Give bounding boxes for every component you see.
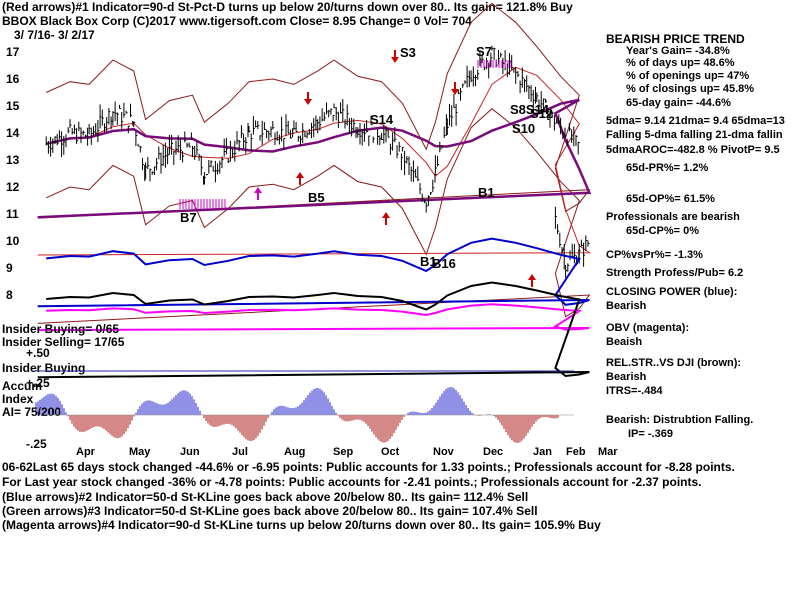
x-tick-label: Aug [284, 446, 305, 458]
signal-label: B7 [180, 210, 197, 225]
header-ticker: BBOX Black Box Corp (C)2017 www.tigersof… [2, 14, 472, 28]
footer-line-5: (Magenta arrows)#4 Indicator=90-d St-KLi… [2, 518, 601, 532]
y-tick-label: 12 [6, 180, 20, 194]
y-tick-label: 10 [6, 234, 20, 248]
y-tick-label: 9 [6, 261, 13, 275]
upper-band [37, 2, 591, 219]
insider-selling-ratio: Insider Selling= 17/65 [2, 335, 125, 349]
x-tick-label: Sep [333, 446, 353, 458]
plus-50-label: +.50 [26, 346, 50, 360]
footer-line-2: For Last year stock changed -36% or -4.7… [2, 475, 702, 489]
sidebar-cp-vs-pr: CP%vsPr%= -1.3% [606, 249, 703, 261]
sidebar-openings-up: % of openings up= 47% [626, 70, 750, 82]
moving-averages [37, 66, 592, 256]
signal-arrow-head [528, 274, 536, 280]
price-bars [45, 45, 590, 278]
x-tick-label: Apr [76, 446, 96, 458]
y-tick-label: 16 [6, 72, 20, 86]
sidebar-professionals: Professionals are bearish [606, 211, 740, 223]
sidebar-obv-label: OBV (magenta): [606, 322, 690, 334]
x-tick-label: Nov [433, 446, 455, 458]
y-axis-ticks: 17 16 15 14 13 12 11 10 9 8 [6, 45, 20, 302]
sidebar-distribution: Bearish: Distrubtion Falling. [606, 414, 754, 426]
x-tick-label: Jun [180, 446, 200, 458]
sidebar-ip: IP= -.369 [628, 428, 673, 440]
indicator-lines [37, 237, 590, 379]
sidebar-65d-cp: 65d-CP%= 0% [626, 225, 700, 237]
signal-arrow-head [391, 57, 399, 63]
sidebar-65d-pr: 65d-PR%= 1.2% [626, 162, 709, 174]
rel-strength-line [37, 281, 590, 379]
sidebar-falling: Falling 5-dma falling 21-dma fallin [606, 129, 783, 141]
header-date-range: 3/ 7/16- 3/ 2/17 [14, 28, 95, 42]
accum-label: Accum [2, 379, 42, 393]
signal-arrow-head [382, 212, 390, 218]
y-tick-label: 13 [6, 153, 20, 167]
signal-label: S12 [530, 106, 553, 121]
signal-label: B5 [308, 190, 325, 205]
signal-label: S10 [512, 121, 535, 136]
y-tick-label: 8 [6, 288, 13, 302]
sidebar-65d-op: 65d-OP%= 61.5% [626, 193, 715, 205]
minus-25-label: -.25 [26, 437, 47, 451]
sidebar-title: BEARISH PRICE TREND [606, 32, 745, 46]
sidebar-65d-gain: 65-day gain= -44.6% [626, 97, 731, 109]
lower-band [37, 108, 591, 324]
price-bands [37, 2, 591, 324]
signal-label: S7 [476, 44, 492, 59]
footer-line-1: 06-62Last 65 days stock changed -44.6% o… [2, 460, 735, 474]
accum-index-histogram [35, 387, 559, 443]
signal-label: S14 [370, 112, 394, 127]
signal-label: S8S14 [510, 102, 550, 117]
insider-buying-label: Insider Buying [2, 361, 85, 375]
x-tick-label: Oct [381, 446, 400, 458]
obv-line [37, 303, 590, 332]
signal-arrow-head [296, 172, 304, 178]
sidebar-rel-value: Bearish [606, 371, 647, 383]
sidebar-cp-label: CLOSING POWER (blue): [606, 286, 738, 298]
sidebar-strength: Strength Profess/Pub= 6.2 [606, 267, 744, 279]
x-tick-label: Mar [598, 446, 618, 458]
y-tick-label: 11 [6, 207, 19, 221]
x-tick-label: Feb [566, 446, 586, 458]
plus-25-label: +.25 [26, 376, 50, 390]
sidebar-closings-up: % of closings up= 45.8% [626, 83, 755, 95]
ai-value-label: AI= 75/200 [2, 405, 61, 419]
ma-21-line [37, 66, 591, 256]
ma-65-line [37, 98, 592, 219]
signal-label: B1 [420, 254, 437, 269]
footer-line-3: (Blue arrows)#2 Indicator=50-d St-KLine … [2, 490, 529, 504]
sidebar-obv-value: Beaish [606, 336, 643, 348]
signal-arrow-head [451, 89, 459, 95]
x-tick-label: Dec [483, 446, 503, 458]
sidebar-itrs: ITRS=-.484 [606, 385, 663, 397]
signal-label: B1 [478, 185, 495, 200]
x-tick-label: Jan [533, 446, 552, 458]
footer-line-4: (Green arrows)#3 Indicator=50-d St-KLine… [2, 504, 538, 518]
y-tick-label: 17 [6, 45, 20, 59]
sidebar-cp-value: Bearish [606, 300, 647, 312]
closing-power-line [37, 237, 590, 308]
sidebar-days-up: % of days up= 48.6% [626, 57, 735, 69]
x-tick-label: May [129, 446, 151, 458]
header-line-1: (Red arrows)#1 Indicator=90-d St-Pct-D t… [2, 0, 573, 14]
x-axis-ticks: Apr May Jun Jul Aug Sep Oct Nov Dec Jan Feb Mar [76, 446, 618, 458]
x-tick-label: Jul [232, 446, 248, 458]
y-tick-label: 15 [6, 99, 20, 113]
sidebar-rel-label: REL.STR..VS DJI (brown): [606, 357, 742, 369]
signal-arrow-head [254, 187, 262, 193]
index-label: Index [2, 392, 34, 406]
sidebar-dma: 5dma= 9.14 21dma= 9.4 65dma=13 [606, 115, 785, 127]
signal-label: S3 [400, 45, 416, 60]
insider-buying-ratio: Insider Buying= 0/65 [2, 322, 119, 336]
signal-arrow-head [304, 99, 312, 105]
y-tick-label: 14 [6, 126, 20, 140]
sidebar-aroc: 5dmaAROC=-482.8 % PivotP= 9.5 [606, 144, 780, 156]
signal-label: B16 [432, 256, 456, 271]
sidebar-year-gain: Year's Gain= -34.8% [626, 45, 730, 57]
